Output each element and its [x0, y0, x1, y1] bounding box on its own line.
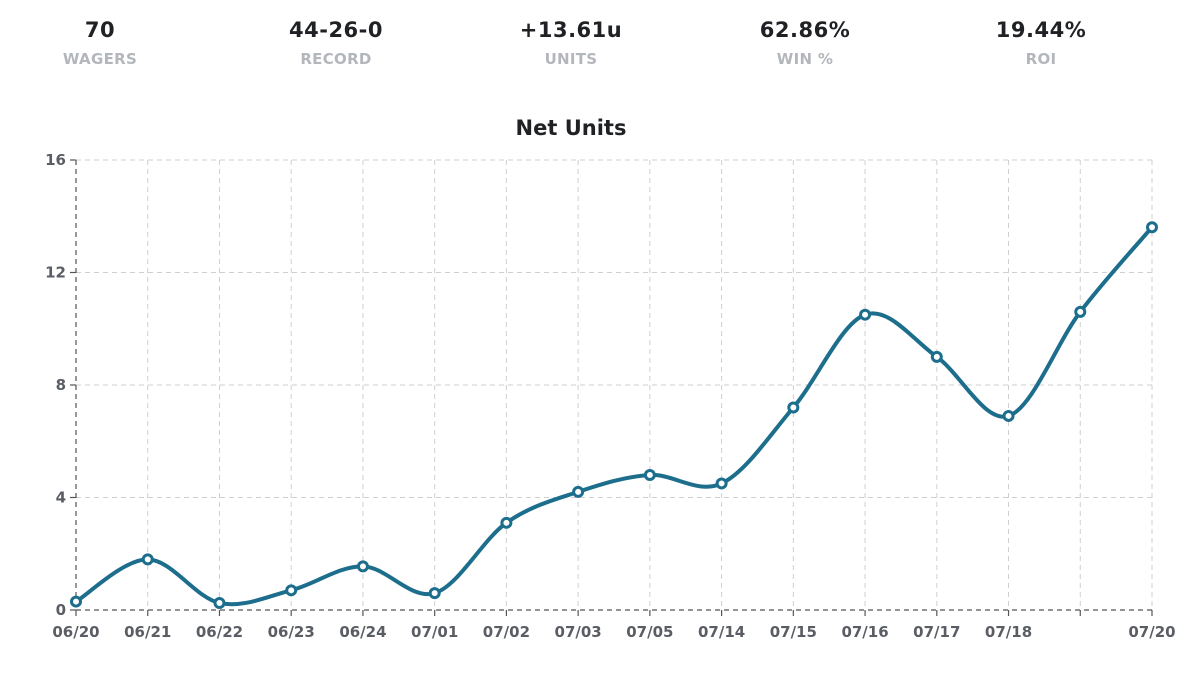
series-line — [74, 225, 1154, 607]
y-tick-label: 4 — [56, 489, 66, 507]
stat-win-pct-label: WIN % — [776, 50, 834, 68]
x-tick-labels: 06/20 06/21 06/22 06/23 06/24 07/01 07/02 07/03… — [52, 623, 1175, 641]
x-tick-label: 07/03 — [555, 623, 602, 641]
data-point[interactable] — [859, 308, 872, 321]
stat-roi: 19.44% ROI — [941, 18, 1141, 68]
stat-units: +13.61u UNITS — [471, 18, 671, 68]
data-point[interactable] — [572, 485, 585, 498]
stat-units-label: UNITS — [544, 50, 598, 68]
chart-title: Net Units — [516, 116, 627, 140]
data-point[interactable] — [930, 350, 943, 363]
stat-record-label: RECORD — [300, 50, 372, 68]
x-tick-label: 07/14 — [698, 623, 745, 641]
x-tick-label: 07/05 — [626, 623, 673, 641]
data-point[interactable] — [141, 553, 154, 566]
data-point[interactable] — [643, 469, 656, 481]
stats-bar: 70 WAGERS 44-26-0 RECORD +13.61u UNITS 6… — [0, 0, 1200, 90]
x-tick-label: 07/16 — [841, 623, 888, 641]
y-tick-label: 12 — [45, 264, 66, 282]
chart-axes — [70, 159, 1153, 616]
data-point[interactable] — [356, 560, 369, 573]
data-point[interactable] — [1002, 409, 1015, 422]
data-point[interactable] — [70, 595, 82, 608]
stat-wagers: 70 WAGERS — [0, 18, 200, 68]
y-tick-label: 16 — [45, 151, 66, 169]
data-point[interactable] — [500, 516, 513, 529]
x-tick-label: 06/20 — [52, 623, 99, 641]
stat-win-pct: 62.86% WIN % — [705, 18, 905, 68]
y-tick-label: 8 — [56, 376, 66, 394]
chart-grid — [76, 159, 1153, 610]
stat-record-value: 44-26-0 — [289, 18, 383, 42]
stat-wagers-value: 70 — [84, 18, 116, 42]
data-point[interactable] — [1074, 305, 1087, 318]
data-point[interactable] — [285, 584, 298, 597]
data-points — [70, 221, 1158, 609]
x-tick-label: 07/01 — [411, 623, 458, 641]
x-tick-label: 06/23 — [268, 623, 315, 641]
data-point[interactable] — [715, 477, 728, 490]
x-tick-label: 07/20 — [1128, 623, 1175, 641]
data-point[interactable] — [428, 587, 441, 600]
x-tick-label: 07/15 — [770, 623, 817, 641]
x-tick-label: 06/24 — [339, 623, 386, 641]
stat-wagers-label: WAGERS — [62, 50, 138, 68]
y-tick-label: 0 — [56, 601, 66, 619]
y-tick-labels: 0 4 8 12 16 — [45, 151, 66, 619]
stat-units-value: +13.61u — [519, 18, 623, 42]
x-tick-label: 07/18 — [985, 623, 1032, 641]
x-tick-label: 07/02 — [483, 623, 530, 641]
stat-roi-value: 19.44% — [995, 18, 1087, 42]
data-point[interactable] — [1146, 221, 1158, 234]
x-tick-label: 06/22 — [196, 623, 243, 641]
stat-win-pct-value: 62.86% — [759, 18, 851, 42]
x-tick-label: 07/17 — [913, 623, 960, 641]
x-tick-label: 06/21 — [124, 623, 171, 641]
stat-roi-label: ROI — [1025, 50, 1057, 68]
data-point[interactable] — [787, 401, 800, 414]
data-point[interactable] — [213, 596, 226, 609]
stat-record: 44-26-0 RECORD — [236, 18, 436, 68]
